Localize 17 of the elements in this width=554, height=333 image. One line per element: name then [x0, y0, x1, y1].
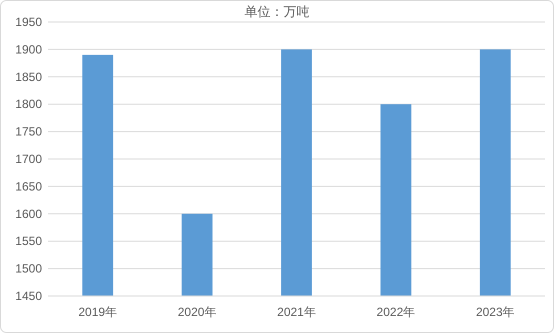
x-tick-label: 2020年 [178, 305, 216, 319]
y-tick-label: 1900 [15, 42, 42, 56]
x-tick-label: 2019年 [78, 305, 118, 319]
y-tick-label: 1650 [15, 179, 42, 194]
y-tick-label: 1850 [15, 70, 42, 84]
y-tick-label: 1800 [15, 97, 42, 112]
x-tick-label: 2023年 [476, 305, 515, 319]
y-tick-label: 1700 [15, 152, 42, 166]
y-tick-label: 1550 [15, 234, 42, 248]
y-tick-label: 1600 [15, 206, 42, 221]
chart-title: 单位：万吨 [244, 4, 310, 19]
x-tick-label: 2021年 [277, 305, 316, 319]
y-tick-label: 1750 [15, 124, 42, 139]
x-tick-label: 2022年 [376, 305, 416, 319]
y-tick-label: 1950 [15, 15, 42, 29]
y-tick-label: 1500 [15, 262, 42, 276]
y-tick-label: 1450 [15, 289, 42, 303]
